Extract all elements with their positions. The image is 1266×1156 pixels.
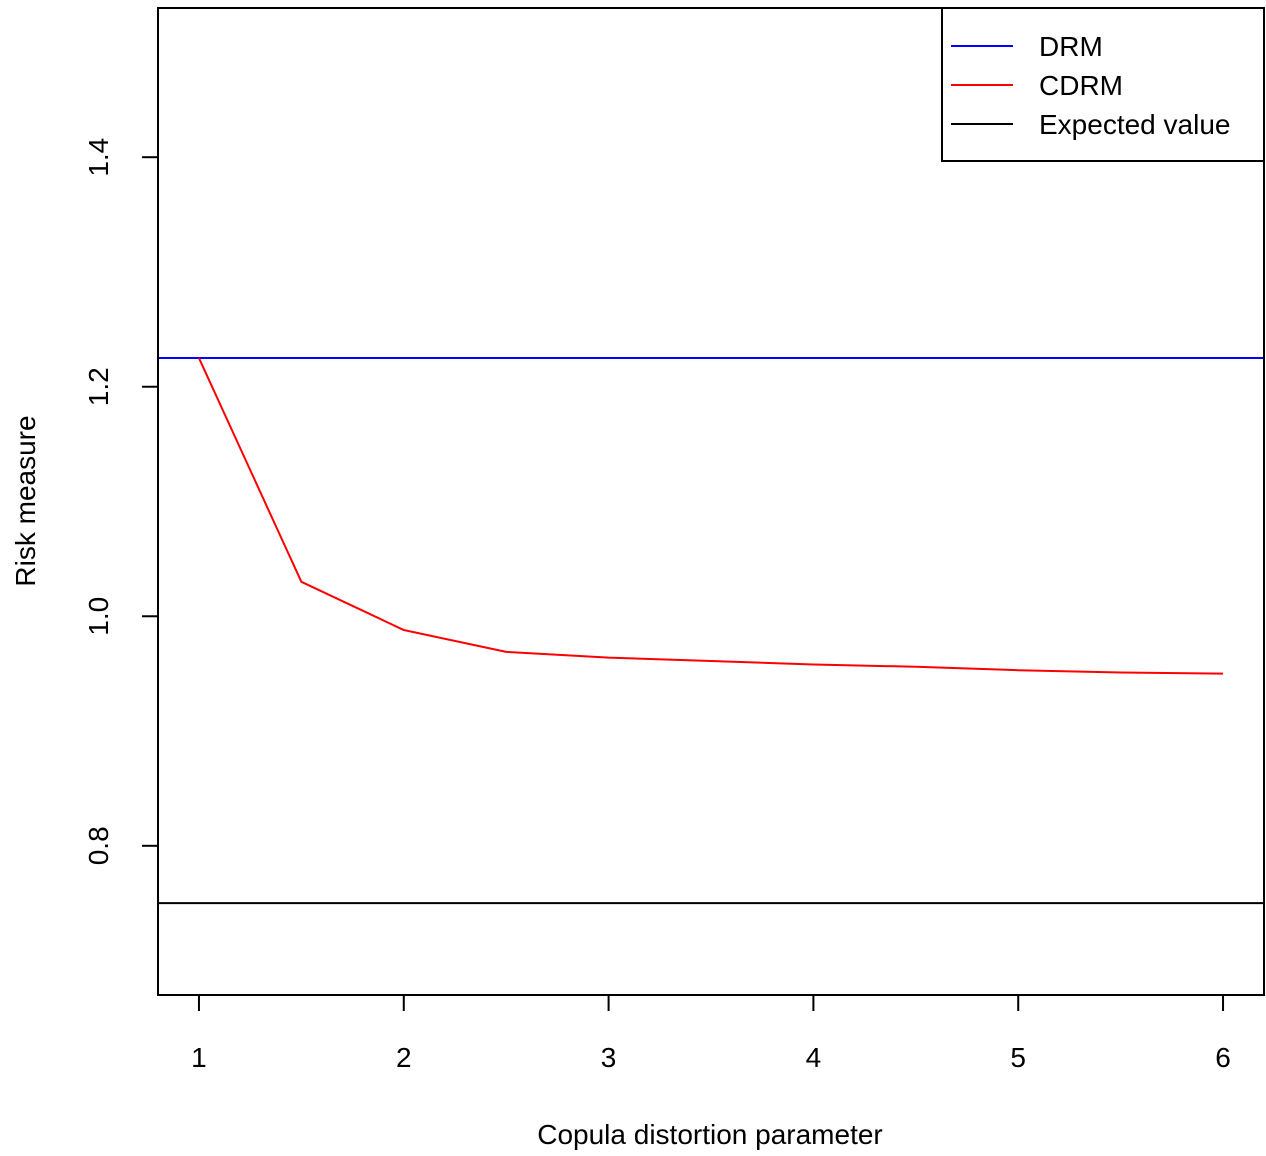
y-tick-label: 1.0 — [83, 597, 114, 636]
y-axis-title: Risk measure — [10, 415, 41, 586]
y-tick-label: 1.4 — [83, 138, 114, 177]
legend-label: Expected value — [1039, 109, 1230, 140]
y-tick-label: 1.2 — [83, 367, 114, 406]
axes-layer: 1 2 3 4 5 6 0.8 1.0 1.2 1.4 — [83, 7, 1265, 1073]
y-tick-label: 0.8 — [83, 826, 114, 865]
x-tick-label: 1 — [191, 1042, 207, 1073]
legend-label: CDRM — [1039, 70, 1123, 101]
legend: DRM CDRM Expected value — [941, 7, 1265, 162]
x-tick-label: 6 — [1215, 1042, 1231, 1073]
legend-label: DRM — [1039, 31, 1103, 62]
plot-layer — [158, 357, 1264, 905]
x-tick-label: 5 — [1010, 1042, 1026, 1073]
series-line-cdrm — [198, 357, 1224, 675]
plot-frame — [157, 7, 1265, 996]
x-tick-label: 4 — [806, 1042, 822, 1073]
x-tick-label: 2 — [396, 1042, 412, 1073]
x-axis-title: Copula distortion parameter — [537, 1119, 883, 1150]
x-tick-label: 3 — [601, 1042, 617, 1073]
